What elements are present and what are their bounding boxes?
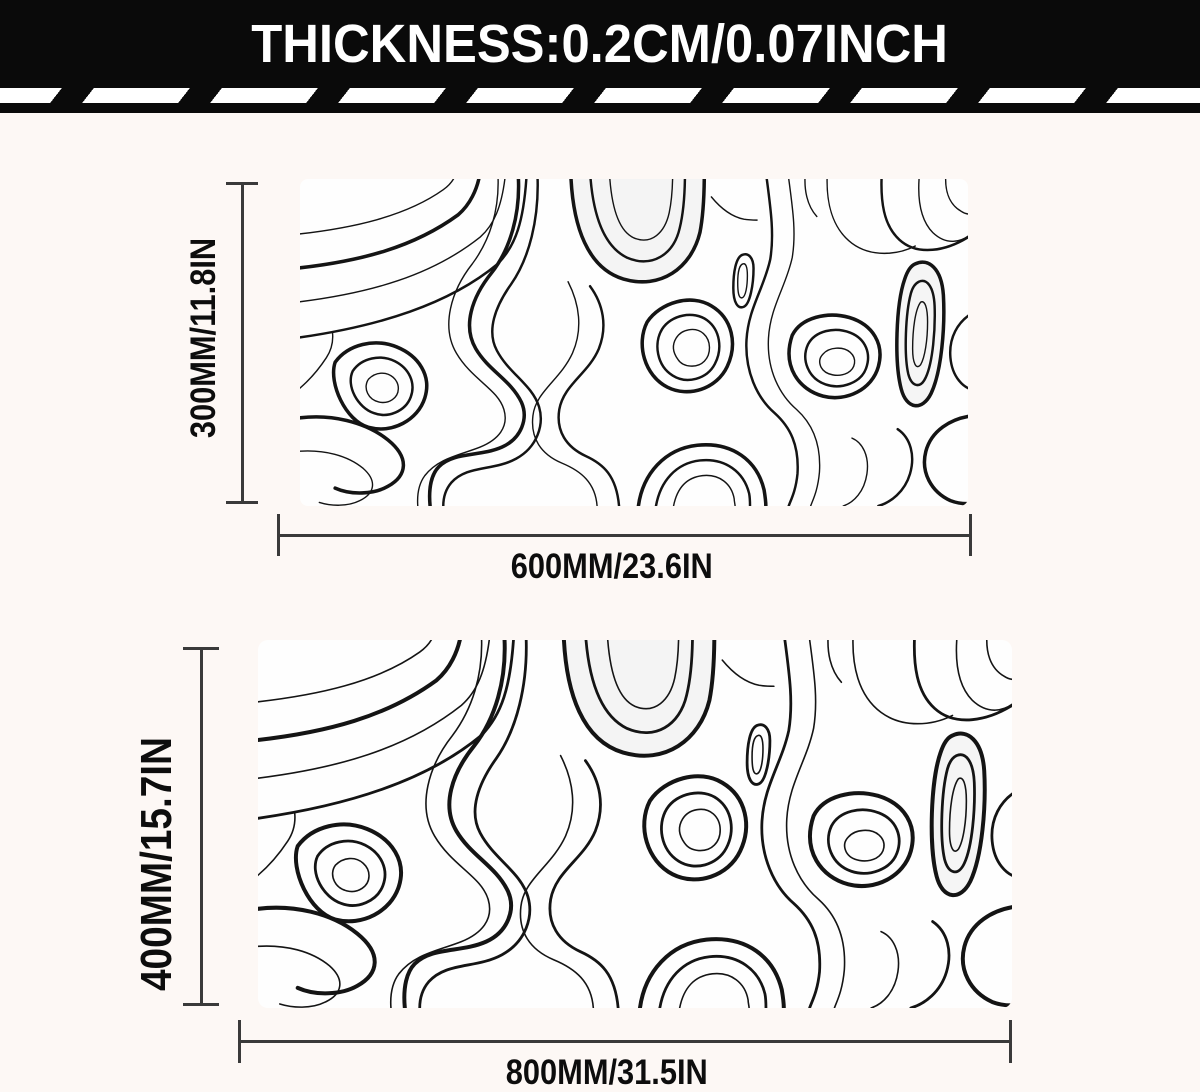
width-label-large: 800MM/31.5IN [307, 1053, 907, 1092]
width-label-large-text: 800MM/31.5IN [505, 1053, 709, 1092]
height-label-small-text: 300MM/11.8IN [184, 237, 223, 439]
width-dimension-line-large [238, 1020, 1012, 1063]
height-label-small: 300MM/11.8IN [184, 224, 224, 452]
dimension-cap-right [969, 514, 972, 556]
dimension-cap-top [183, 647, 219, 650]
width-label-small: 600MM/23.6IN [312, 547, 912, 587]
dimension-line [199, 647, 203, 1006]
height-dimension-line-large [183, 647, 219, 1006]
thickness-title: THICKNESS:0.2CM/0.07INCH [251, 14, 949, 74]
dimension-cap-left [277, 514, 280, 556]
dimension-line [240, 182, 244, 504]
thickness-banner: THICKNESS:0.2CM/0.07INCH [0, 0, 1200, 113]
dimension-line [238, 1040, 1012, 1043]
dimension-cap-right [1009, 1020, 1012, 1063]
mousepad-large-image [258, 640, 1012, 1008]
dashed-divider [0, 88, 1200, 103]
height-label-large: 400MM/15.7IN [132, 720, 182, 1009]
dimension-cap-bottom [226, 501, 258, 504]
height-dimension-line-small [226, 182, 258, 504]
dimension-cap-bottom [183, 1003, 219, 1006]
width-dimension-line-small [277, 514, 972, 556]
dimension-cap-left [238, 1020, 241, 1063]
topographic-pattern-small [300, 179, 968, 506]
height-label-large-text: 400MM/15.7IN [132, 737, 181, 991]
dimension-cap-top [226, 182, 258, 185]
topographic-pattern-large [258, 640, 1012, 1008]
width-label-small-text: 600MM/23.6IN [510, 547, 714, 586]
banner-title-row: THICKNESS:0.2CM/0.07INCH [0, 0, 1200, 88]
mousepad-small-image [300, 179, 968, 506]
dimension-line [277, 533, 972, 537]
